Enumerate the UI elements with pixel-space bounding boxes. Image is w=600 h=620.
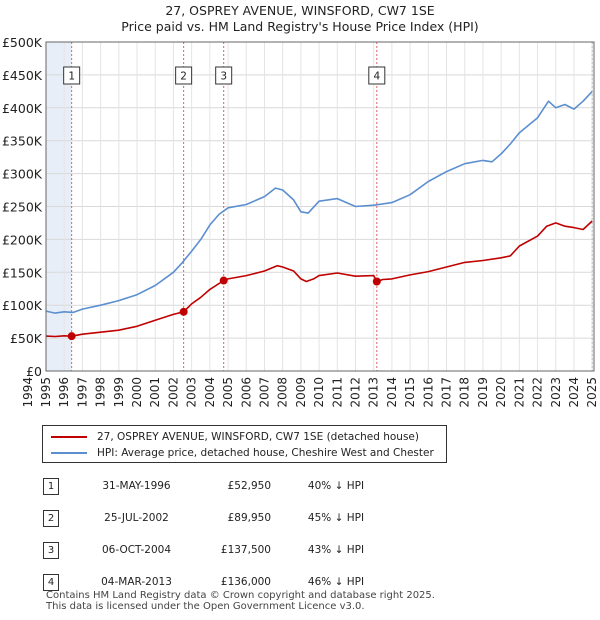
sale-point	[67, 332, 76, 341]
x-tick-label: 2024	[567, 377, 581, 408]
y-tick-label: £400K	[2, 101, 43, 116]
legend-property: 27, OSPREY AVENUE, WINSFORD, CW7 1SE (de…	[51, 430, 419, 444]
footer-copyright: Contains HM Land Registry data © Crown c…	[46, 590, 435, 601]
sale-number-box: 3	[43, 541, 59, 559]
sale-hpi-diff: 40% ↓ HPI	[307, 480, 365, 492]
sales-row: 4 04-MAR-2013 £136,000 46% ↓ HPI	[42, 566, 391, 598]
x-tick-label: 2012	[349, 377, 363, 408]
sale-date: 06-OCT-2004	[102, 544, 171, 556]
sale-number: 2	[42, 502, 84, 534]
x-tick-label: 2011	[330, 377, 344, 408]
property-price-line	[45, 220, 593, 338]
sale-price: £137,500	[220, 544, 271, 556]
sale-label: 1	[68, 71, 75, 83]
x-tick-label: 2014	[385, 377, 399, 408]
sale-label-box	[175, 66, 193, 85]
sale-label-box	[63, 66, 81, 85]
legend-property-swatch	[51, 436, 87, 438]
sale-label-box	[368, 66, 386, 85]
sale-price: £52,950	[227, 480, 271, 492]
sale-label-box	[215, 66, 233, 85]
sale-date: 04-MAR-2013	[101, 576, 172, 588]
legend-hpi-label: HPI: Average price, detached house, Ches…	[97, 447, 434, 459]
sales-row: 1 31-MAY-1996 £52,950 40% ↓ HPI	[42, 470, 391, 502]
y-tick-label: £350K	[2, 134, 43, 149]
y-tick-label: £150K	[2, 265, 43, 280]
sale-point	[372, 277, 381, 286]
sale-hpi-diff: 45% ↓ HPI	[307, 512, 365, 524]
sale-point	[219, 276, 228, 285]
x-tick-label: 2000	[130, 377, 144, 408]
x-tick-label: 2001	[148, 377, 162, 408]
x-tick-label: 1997	[75, 377, 89, 408]
legend-hpi: HPI: Average price, detached house, Ches…	[51, 446, 434, 460]
sale-number: 3	[42, 534, 84, 566]
footer-licence: This data is licensed under the Open Gov…	[46, 601, 365, 612]
x-tick-label: 1998	[94, 377, 108, 408]
x-tick-label: 2017	[440, 377, 454, 408]
x-tick-label: 2025	[585, 377, 599, 408]
sales-table: 1 31-MAY-1996 £52,950 40% ↓ HPI 2 25-JUL-2002…	[42, 470, 391, 598]
sale-number: 4	[42, 566, 84, 598]
chart-title: 27, OSPREY AVENUE, WINSFORD, CW7 1SE Pri…	[0, 3, 600, 35]
x-tick-label: 1996	[57, 377, 71, 408]
x-tick-label: 2013	[367, 377, 381, 408]
x-tick-label: 2009	[294, 377, 308, 408]
price-chart: £0 £50K £100K £150K £200K £250K £300K £350K £400…	[2, 35, 599, 408]
legend: 27, OSPREY AVENUE, WINSFORD, CW7 1SE (de…	[42, 425, 447, 463]
y-tick-label: £300K	[2, 167, 43, 182]
x-tick-label: 2005	[221, 377, 235, 408]
legend-hpi-swatch	[51, 452, 87, 454]
y-tick-label: £200K	[2, 232, 43, 247]
x-tick-label: 2002	[166, 377, 180, 408]
sales-row: 2 25-JUL-2002 £89,950 45% ↓ HPI	[42, 502, 391, 534]
sale-label: 4	[373, 71, 380, 83]
x-tick-label: 2021	[512, 377, 526, 408]
y-tick-label: £0	[26, 364, 42, 379]
sale-hpi-diff: 43% ↓ HPI	[307, 544, 365, 556]
chart-title-line1: 27, OSPREY AVENUE, WINSFORD, CW7 1SE	[165, 3, 435, 18]
sale-label: 2	[180, 71, 187, 83]
x-tick-label: 2010	[312, 377, 326, 408]
sale-price: £89,950	[227, 512, 271, 524]
x-tick-label: 2007	[257, 377, 271, 408]
sale-point	[179, 307, 188, 316]
sale-date: 31-MAY-1996	[102, 480, 171, 492]
x-tick-label: 2006	[239, 377, 253, 408]
chart-title-line2: Price paid vs. HM Land Registry's House …	[121, 19, 479, 34]
x-tick-label: 1995	[39, 377, 53, 408]
x-tick-label: 2015	[403, 377, 417, 408]
sale-number-box: 2	[43, 509, 59, 527]
y-tick-label: £500K	[2, 35, 43, 50]
x-tick-label: 2016	[421, 377, 435, 408]
sales-row: 3 06-OCT-2004 £137,500 43% ↓ HPI	[42, 534, 391, 566]
sale-number: 1	[42, 470, 84, 502]
y-tick-label: £50K	[10, 331, 43, 346]
sale-number-box: 1	[43, 477, 59, 495]
legend-property-label: 27, OSPREY AVENUE, WINSFORD, CW7 1SE (de…	[97, 431, 419, 443]
x-tick-label: 2004	[203, 377, 217, 408]
plot-frame	[45, 41, 595, 372]
x-tick-label: 2022	[531, 377, 545, 408]
x-tick-label: 1999	[112, 377, 126, 408]
x-tick-label: 2019	[476, 377, 490, 408]
x-tick-label: 2008	[276, 377, 290, 408]
footer: Contains HM Land Registry data © Crown c…	[46, 590, 435, 612]
hpi-line	[45, 90, 593, 314]
x-tick-label: 2018	[458, 377, 472, 408]
sale-label: 3	[220, 71, 227, 83]
sale-number-box: 4	[43, 573, 59, 591]
y-tick-label: £450K	[2, 68, 43, 83]
x-tick-label: 2023	[549, 377, 563, 408]
x-tick-label: 2003	[185, 377, 199, 408]
y-tick-label: £100K	[2, 298, 43, 313]
x-tick-label: 2020	[494, 377, 508, 408]
y-tick-label: £250K	[2, 200, 43, 215]
x-tick-label: 1994	[21, 377, 35, 408]
sale-price: £136,000	[220, 576, 271, 588]
sale-date: 25-JUL-2002	[104, 512, 169, 524]
sale-hpi-diff: 46% ↓ HPI	[307, 576, 365, 588]
